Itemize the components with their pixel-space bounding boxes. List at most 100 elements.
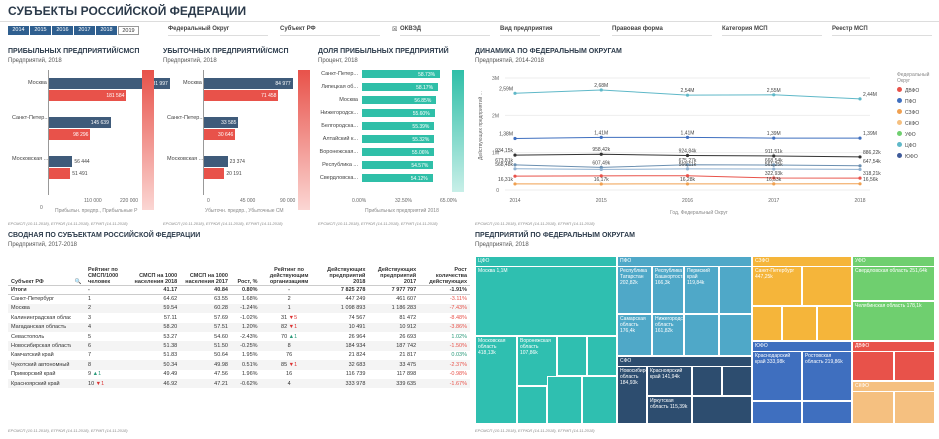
- data-point[interactable]: [685, 174, 690, 178]
- treemap-cell[interactable]: [894, 391, 935, 424]
- bar-blue[interactable]: [203, 117, 239, 128]
- data-point[interactable]: [858, 97, 862, 101]
- bar-blue[interactable]: [203, 156, 228, 167]
- data-point[interactable]: [513, 91, 517, 95]
- treemap-cell[interactable]: [719, 314, 752, 356]
- legend-item[interactable]: СЗФО: [897, 109, 937, 120]
- treemap-cell[interactable]: Республика Башкортостан 166,3k: [652, 266, 684, 314]
- treemap-cell[interactable]: Челябинская область 178,1k: [852, 301, 935, 341]
- data-point[interactable]: [599, 174, 603, 178]
- data-point[interactable]: [599, 182, 603, 186]
- treemap-cell[interactable]: Самарская область 176,4k: [617, 314, 652, 356]
- year-2016[interactable]: 2016: [52, 26, 73, 35]
- treemap-cell[interactable]: [692, 396, 752, 424]
- filter-subject[interactable]: Субъект РФ: [280, 26, 380, 36]
- data-point[interactable]: [858, 136, 862, 140]
- treemap-cell[interactable]: [752, 401, 802, 424]
- col-header[interactable]: Рейтинг по действующим организациям: [269, 266, 309, 285]
- treemap-cell[interactable]: Республика Татарстан 202,82k: [617, 266, 652, 314]
- treemap-cell[interactable]: [517, 386, 547, 424]
- data-point[interactable]: [599, 88, 603, 92]
- bar-blue[interactable]: [48, 117, 111, 128]
- col-header[interactable]: Действующих предприятий 2017: [377, 266, 417, 285]
- table-row[interactable]: Приморский край 9 ▲1 49.49 47.56 1.96% 16 116 …: [8, 369, 470, 379]
- treemap-cell[interactable]: Красноярский край 141,94k: [647, 366, 692, 396]
- data-point[interactable]: [599, 152, 603, 156]
- treemap-cell[interactable]: [557, 336, 587, 376]
- data-point[interactable]: [685, 93, 690, 97]
- data-point[interactable]: [513, 153, 517, 157]
- data-point[interactable]: [772, 163, 776, 167]
- data-point[interactable]: [772, 136, 776, 140]
- treemap-cell[interactable]: [852, 351, 894, 381]
- col-header[interactable]: Рост, %: [237, 278, 258, 285]
- col-header[interactable]: СМСП на 1000 населения 2018: [134, 272, 178, 285]
- treemap-cell[interactable]: [852, 391, 894, 424]
- col-header[interactable]: Рейтинг по СМСП/1000 человек: [88, 266, 119, 285]
- share-bar[interactable]: [362, 174, 433, 182]
- data-point[interactable]: [685, 135, 690, 139]
- table-row[interactable]: Санкт-Петербург 1 64.62 63.55 1.68% 2 447 249 4…: [8, 294, 470, 304]
- bar-blue[interactable]: [48, 156, 73, 167]
- bar-red[interactable]: [203, 129, 236, 140]
- treemap-cell[interactable]: [722, 366, 752, 396]
- data-point[interactable]: [685, 167, 690, 171]
- treemap-cell[interactable]: Ростовская область 219,86k: [802, 351, 852, 401]
- treemap-cell[interactable]: [752, 306, 782, 341]
- filter-msp-registry[interactable]: Реестр МСП: [832, 26, 932, 36]
- table-row[interactable]: Магаданская область 4 58.20 57.51 1.20% 82 ▼1…: [8, 322, 470, 332]
- bar-red[interactable]: [203, 168, 225, 179]
- treemap-cell[interactable]: Новосибирская область 184,93k: [617, 366, 647, 424]
- data-point[interactable]: [685, 182, 690, 186]
- treemap-cell[interactable]: [719, 266, 752, 314]
- col-header[interactable]: Рост количества действующих: [429, 266, 467, 285]
- share-bar[interactable]: [362, 135, 435, 143]
- treemap-cell[interactable]: [684, 314, 719, 356]
- legend-item[interactable]: ЮФО: [897, 153, 937, 164]
- scroll-indicator[interactable]: [142, 70, 154, 210]
- year-2017[interactable]: 2017: [74, 26, 95, 35]
- legend-item[interactable]: ЦФО: [897, 142, 937, 153]
- data-point[interactable]: [599, 135, 603, 139]
- treemap-cell[interactable]: Нижегородская область 161,82k: [652, 314, 684, 356]
- treemap-cell[interactable]: Краснодарский край 333,98k: [752, 351, 802, 401]
- table-row[interactable]: Камчатский край 7 51.83 50.64 1.95% 76 21 824 2…: [8, 350, 470, 361]
- bar-red[interactable]: [203, 90, 279, 101]
- legend-item[interactable]: СКФО: [897, 120, 937, 131]
- data-point[interactable]: [513, 136, 517, 141]
- year-2019[interactable]: 2019: [118, 26, 139, 35]
- treemap-cell[interactable]: [547, 376, 582, 424]
- table-row[interactable]: Москва 2 59.54 60.28 -1.24% 1 1 098 893 1 186 2…: [8, 303, 470, 314]
- bar-blue[interactable]: [48, 78, 170, 89]
- data-point[interactable]: [858, 164, 862, 168]
- treemap-cell[interactable]: Москва 1,1M: [475, 266, 617, 336]
- data-point[interactable]: [513, 163, 517, 167]
- year-2014[interactable]: 2014: [8, 26, 29, 35]
- scroll-indicator[interactable]: [452, 70, 464, 192]
- treemap-cell[interactable]: [802, 266, 852, 306]
- search-icon[interactable]: 🔍: [74, 278, 82, 285]
- treemap-cell[interactable]: Санкт-Петербург 447,25k: [752, 266, 802, 306]
- data-point[interactable]: [513, 182, 517, 186]
- filter-msp-category[interactable]: Категория МСП: [722, 26, 822, 36]
- treemap-cell[interactable]: Пермский край 119,84k: [684, 266, 719, 314]
- data-point[interactable]: [772, 176, 776, 180]
- bar-blue[interactable]: [203, 78, 293, 89]
- share-bar[interactable]: [362, 109, 435, 117]
- year-2015[interactable]: 2015: [30, 26, 51, 35]
- treemap-cell[interactable]: [817, 306, 852, 341]
- col-header[interactable]: Действующих предприятий 2018: [327, 266, 366, 285]
- treemap-cell[interactable]: [894, 351, 935, 381]
- data-point[interactable]: [858, 167, 862, 172]
- scroll-indicator[interactable]: [298, 70, 310, 210]
- data-point[interactable]: [772, 154, 776, 158]
- bar-red[interactable]: [48, 129, 91, 140]
- share-bar[interactable]: [362, 83, 439, 91]
- share-bar[interactable]: [362, 122, 435, 130]
- treemap-cell[interactable]: Свердловская область 251,64k: [852, 266, 935, 301]
- filter-federal-district[interactable]: Федеральный Округ: [168, 26, 268, 36]
- treemap-cell[interactable]: Московская область 418,13k: [475, 336, 517, 424]
- legend-item[interactable]: ДВФО: [897, 87, 937, 98]
- treemap-cell[interactable]: [782, 306, 817, 341]
- table-row[interactable]: Красноярский край 10 ▼1 46.92 47.21 -0.62% 4 3…: [8, 378, 470, 389]
